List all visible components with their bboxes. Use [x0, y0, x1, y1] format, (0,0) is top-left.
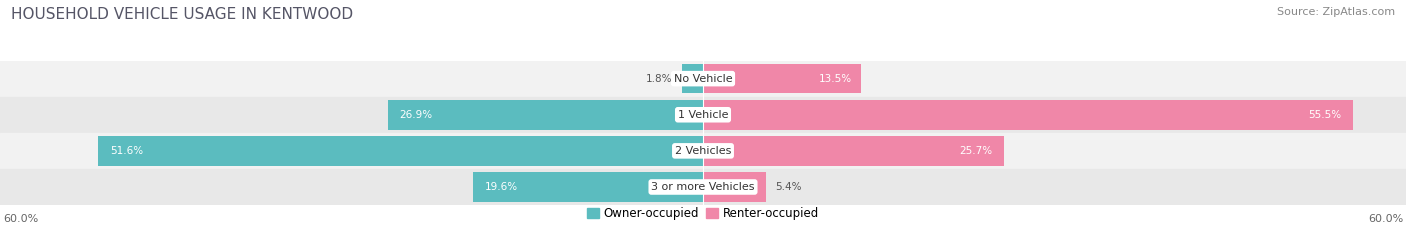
Bar	[0, 169, 1406, 205]
Text: 19.6%: 19.6%	[485, 182, 519, 192]
Bar	[703, 172, 766, 202]
Text: 51.6%: 51.6%	[110, 146, 143, 156]
Bar	[682, 64, 703, 93]
Text: 55.5%: 55.5%	[1309, 110, 1341, 120]
Bar	[474, 172, 703, 202]
Text: 13.5%: 13.5%	[818, 74, 852, 84]
Bar	[0, 97, 1406, 133]
Bar	[0, 61, 1406, 97]
Bar	[703, 100, 1354, 130]
Text: 1 Vehicle: 1 Vehicle	[678, 110, 728, 120]
Text: HOUSEHOLD VEHICLE USAGE IN KENTWOOD: HOUSEHOLD VEHICLE USAGE IN KENTWOOD	[11, 7, 353, 22]
Text: 3 or more Vehicles: 3 or more Vehicles	[651, 182, 755, 192]
Text: Source: ZipAtlas.com: Source: ZipAtlas.com	[1277, 7, 1395, 17]
Text: 5.4%: 5.4%	[776, 182, 803, 192]
Text: 25.7%: 25.7%	[959, 146, 993, 156]
Text: 2 Vehicles: 2 Vehicles	[675, 146, 731, 156]
Bar	[703, 64, 860, 93]
Bar	[98, 136, 703, 166]
Text: 1.8%: 1.8%	[645, 74, 672, 84]
Text: No Vehicle: No Vehicle	[673, 74, 733, 84]
Bar	[703, 136, 1004, 166]
Bar	[388, 100, 703, 130]
Bar	[0, 133, 1406, 169]
Text: 26.9%: 26.9%	[399, 110, 433, 120]
Text: 60.0%: 60.0%	[1368, 214, 1403, 224]
Text: 60.0%: 60.0%	[3, 214, 38, 224]
Legend: Owner-occupied, Renter-occupied: Owner-occupied, Renter-occupied	[582, 202, 824, 225]
